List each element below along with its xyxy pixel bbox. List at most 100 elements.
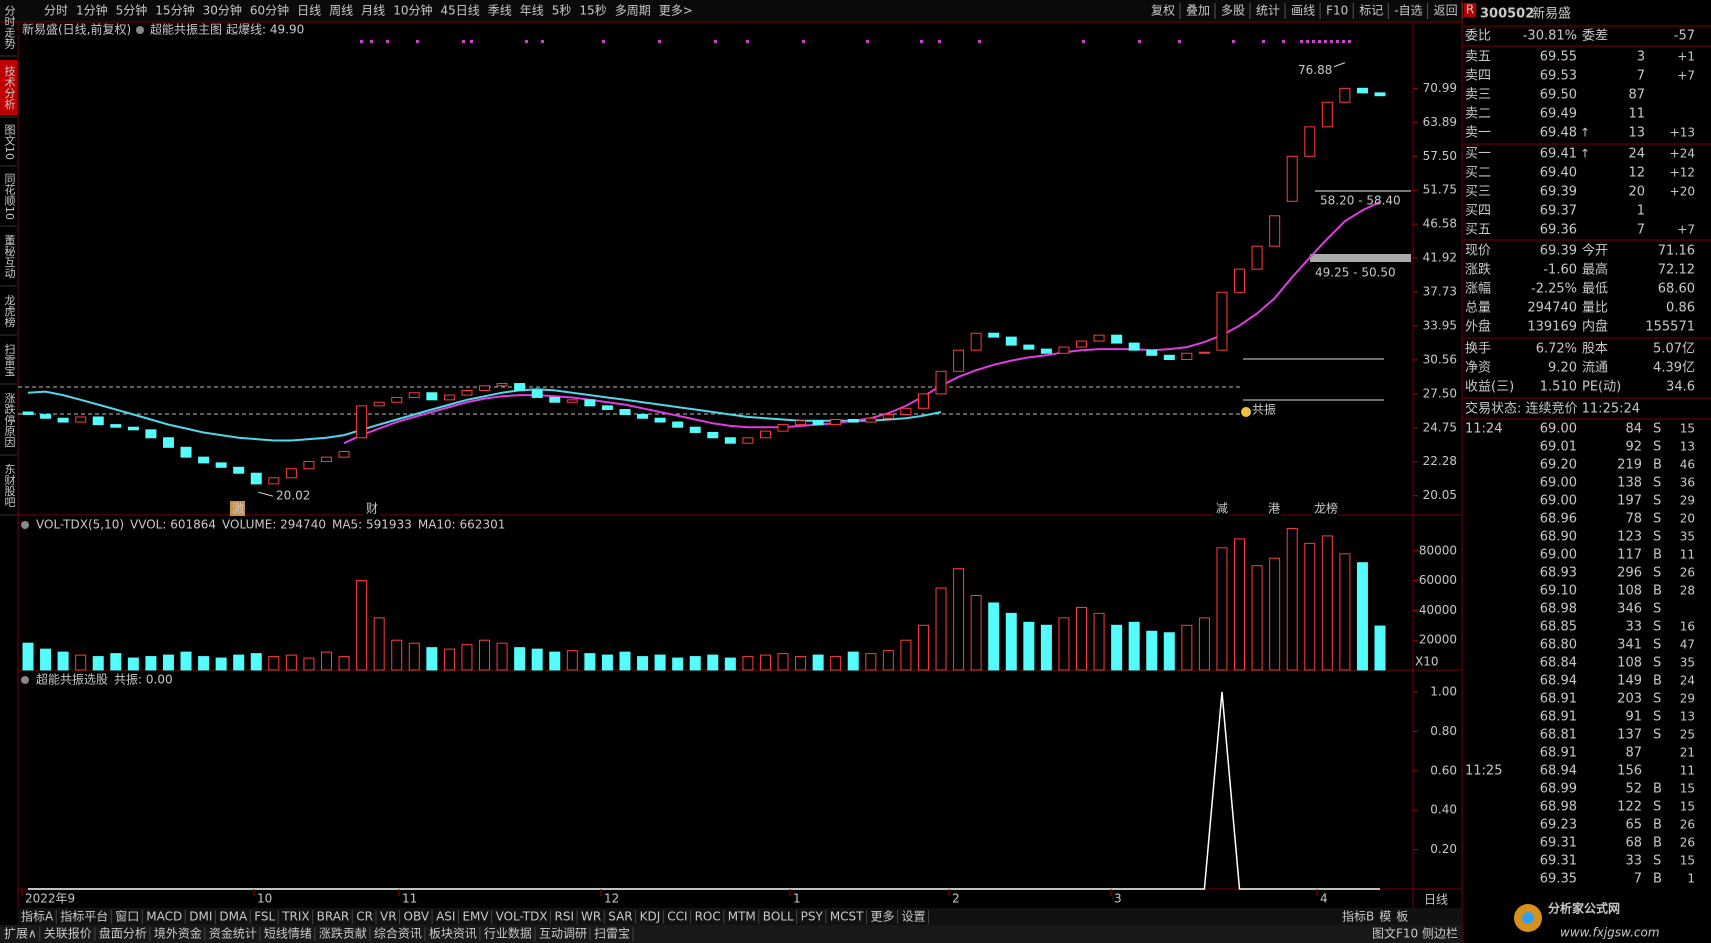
menu-item[interactable]: 5秒 (552, 4, 572, 18)
indicator-tab[interactable]: 指标A (21, 909, 54, 924)
sidebar-tab[interactable]: 技术分析 (3, 65, 16, 110)
sidebar-tab[interactable]: 图文10 (3, 124, 16, 160)
indicator-tab[interactable]: 模 (1379, 910, 1391, 924)
volume-bar (1146, 630, 1158, 671)
menu-item[interactable]: 返回 (1434, 4, 1458, 18)
tick-price: 69.00 (1540, 548, 1577, 563)
volume-bar (1321, 535, 1333, 671)
indicator-tab[interactable]: MCST (830, 910, 864, 924)
menu-item[interactable]: 画线 (1291, 4, 1315, 18)
menu-item[interactable]: 60分钟 (250, 3, 289, 18)
footer-tab[interactable]: 盘面分析 (99, 926, 147, 941)
menu-item[interactable]: 多周期 (615, 4, 651, 18)
menu-item[interactable]: 更多> (659, 4, 693, 18)
indicator-tab[interactable]: WR (581, 910, 601, 924)
footer-tab[interactable]: 关联报价 (44, 926, 92, 941)
menu-item[interactable]: 复权 (1151, 4, 1175, 18)
indicator-tab[interactable]: OBV (404, 910, 430, 924)
footer-tab[interactable]: 综合资讯 (374, 926, 422, 941)
event-marker[interactable]: 减 (1216, 502, 1228, 516)
indicator-tab[interactable]: BRAR (317, 910, 350, 924)
footer-tab[interactable]: 扩展∧ (4, 927, 37, 941)
tick-side: S (1653, 422, 1661, 437)
y-tick-label: 20000 (1419, 633, 1457, 647)
indicator-tab[interactable]: CCI (667, 910, 687, 924)
volume-bar (162, 654, 174, 671)
tick-volume: 92 (1625, 440, 1642, 455)
indicator-tab[interactable]: CR (356, 910, 373, 924)
indicator-tab[interactable]: ASI (436, 910, 455, 924)
menu-item[interactable]: 多股 (1221, 4, 1245, 18)
indicator-tab[interactable]: 指标B (1342, 909, 1374, 924)
indicator-tab[interactable]: 窗口 (115, 910, 139, 924)
indicator-tab[interactable]: 设置 (902, 910, 926, 924)
sidebar-tab[interactable]: 扫雷宝 (3, 343, 16, 376)
menu-item[interactable]: 30分钟 (203, 3, 242, 18)
menu-item[interactable]: 10分钟 (393, 3, 432, 18)
sidebar-tab[interactable]: 东财股吧 (3, 463, 16, 507)
menu-item[interactable]: 15秒 (579, 4, 606, 18)
footer-tab[interactable]: 涨跌贡献 (319, 926, 367, 941)
tick-price: 69.00 (1540, 422, 1577, 437)
menu-item[interactable]: 标记 (1359, 4, 1383, 18)
footer-tab[interactable]: 互动调研 (539, 927, 587, 941)
indicator-tab[interactable]: 板 (1396, 910, 1408, 924)
menu-item[interactable]: 统计 (1256, 4, 1280, 18)
indicator-tab[interactable]: SAR (608, 910, 632, 924)
menu-item[interactable]: 叠加 (1186, 4, 1210, 18)
indicator-tab[interactable]: RSI (555, 910, 575, 924)
menu-item[interactable]: 周线 (329, 4, 353, 18)
footer-tab[interactable]: 短线情绪 (264, 927, 312, 941)
indicator-tab[interactable]: PSY (801, 910, 824, 924)
indicator-tab[interactable]: BOLL (763, 910, 794, 924)
tick-count: 29 (1680, 494, 1695, 508)
menu-item[interactable]: 45日线 (440, 4, 479, 18)
header-icon (136, 26, 144, 34)
indicator-tab[interactable]: KDJ (640, 910, 661, 924)
indicator-tab[interactable]: VR (380, 910, 397, 924)
indicator-tab[interactable]: MTM (728, 910, 756, 924)
menu-item[interactable]: 1分钟 (76, 3, 108, 18)
sidebar-tab[interactable]: 涨跌停原因 (3, 392, 16, 448)
menu-item[interactable]: 日线 (297, 4, 321, 18)
sidebar-tab[interactable]: 董秘互动 (3, 234, 16, 278)
footer-tab[interactable]: 图文F10 侧边栏 (1372, 926, 1458, 941)
menu-item[interactable]: 5分钟 (116, 3, 148, 18)
menu-item[interactable]: -自选 (1394, 4, 1422, 18)
sidebar-tab[interactable]: 分时走势 (3, 5, 16, 49)
footer-tab[interactable]: 行业数据 (484, 926, 532, 941)
menu-item[interactable]: 季线 (488, 4, 512, 18)
footer-tab[interactable]: 扫雷宝 (594, 927, 630, 941)
indicator-tab[interactable]: DMA (219, 910, 248, 924)
indicator-tab[interactable]: VOL-TDX (496, 910, 548, 924)
menu-item[interactable]: 15分钟 (155, 3, 194, 18)
footer-tab[interactable]: 资金统计 (209, 926, 257, 941)
indicator-tab[interactable]: 更多 (871, 910, 895, 924)
indicator-tab[interactable]: EMV (462, 910, 489, 924)
book-label: 买五 (1465, 223, 1491, 238)
indicator-tab[interactable]: FSL (254, 910, 275, 924)
sidebar-tab[interactable]: 同花顺10 (3, 173, 16, 220)
event-marker[interactable]: 激 (232, 502, 244, 516)
indicator-tab[interactable]: DMI (189, 910, 212, 924)
volume-bar (1374, 625, 1386, 671)
footer-tab[interactable]: 板块资讯 (429, 927, 477, 941)
moving-average (343, 200, 1381, 445)
event-marker[interactable]: 龙榜 (1314, 501, 1338, 516)
indicator-tab[interactable]: TRIX (281, 910, 309, 924)
indicator-tab[interactable]: MACD (146, 910, 182, 924)
tick-side: S (1653, 440, 1661, 455)
menu-item[interactable]: 分时 (44, 4, 68, 18)
sidebar-tab[interactable]: 龙虎榜 (3, 294, 16, 328)
footer-tab[interactable]: 境外资金 (154, 926, 202, 941)
volume-bar (40, 648, 52, 671)
event-marker[interactable]: 财 (366, 502, 378, 516)
indicator-tab[interactable]: 指标平台 (60, 909, 108, 924)
indicator-tab[interactable]: ROC (695, 910, 721, 924)
menu-item[interactable]: F10 (1326, 4, 1348, 18)
candle (180, 446, 192, 458)
menu-item[interactable]: 月线 (361, 4, 385, 18)
volume-bar (215, 657, 227, 671)
event-marker[interactable]: 港 (1268, 502, 1280, 516)
menu-item[interactable]: 年线 (520, 4, 544, 18)
